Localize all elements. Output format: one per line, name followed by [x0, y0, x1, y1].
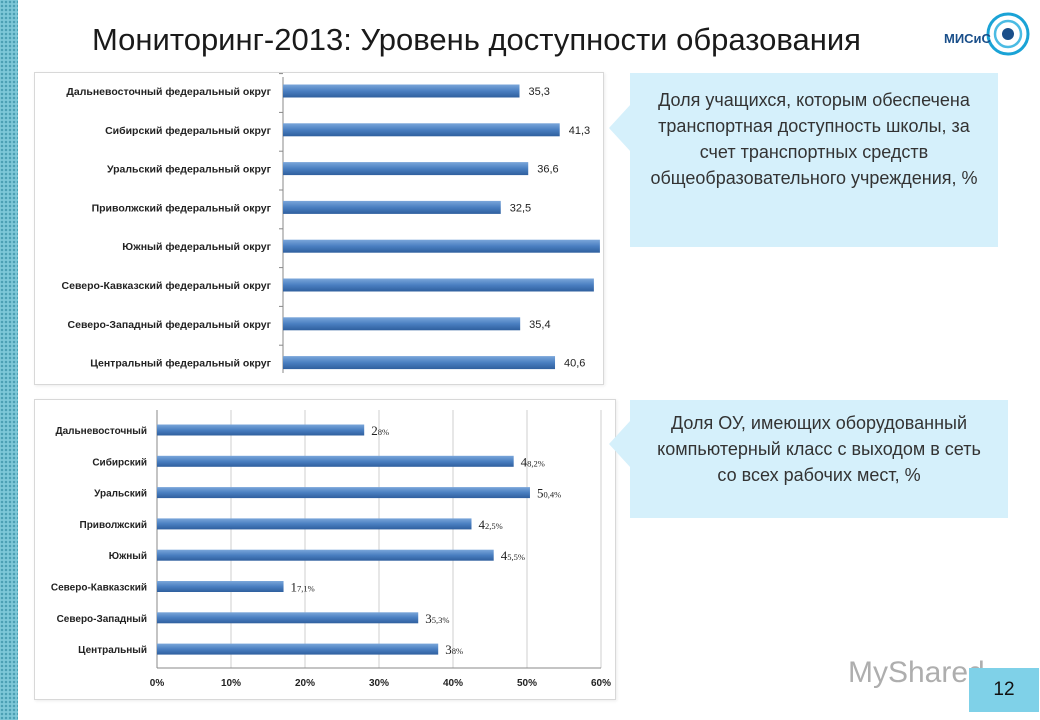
watermark: MyShared [848, 656, 985, 690]
x-tick-label: 10% [221, 678, 241, 689]
data-label-rest: 5,5% [507, 552, 525, 562]
category-label: Северо-Кавказский федеральный округ [62, 280, 272, 292]
bar [157, 518, 472, 530]
category-label: Северо-Западный [57, 614, 147, 625]
data-label: 35,4 [529, 319, 550, 331]
x-tick-label: 60% [591, 678, 611, 689]
data-label-digit: 5 [537, 486, 544, 501]
category-label: Центральный [78, 645, 147, 656]
x-tick-label: 20% [295, 678, 315, 689]
category-label: Приволжский федеральный округ [92, 202, 272, 214]
bar [157, 549, 494, 561]
x-tick-label: 0% [150, 678, 165, 689]
data-label-rest: 7,1% [297, 584, 315, 594]
category-label: Северо-Западный федеральный округ [68, 319, 272, 331]
misis-logo: МИСиС [944, 6, 1030, 62]
data-label-rest: 5,3% [432, 615, 450, 625]
data-label-digit: 4 [521, 454, 528, 469]
bar [283, 162, 529, 176]
data-label-digit: 4 [501, 548, 508, 563]
data-label-rest: 8% [378, 427, 389, 437]
watermark-text: MyShared [848, 656, 985, 689]
data-label: 17,1% [291, 580, 315, 595]
bar [157, 455, 514, 467]
data-label-digit: 2 [371, 423, 378, 438]
x-tick-label: 50% [517, 678, 537, 689]
page-number: 12 [969, 668, 1039, 712]
bar [283, 278, 594, 292]
data-label-rest: 8,2% [527, 458, 545, 468]
bar [283, 123, 560, 137]
chart-transport-svg: Дальневосточный федеральный округ 35,3 Сиб… [62, 73, 603, 373]
data-label-digit: 3 [425, 611, 432, 626]
callout-computer: Доля ОУ, имеющих оборудованный компьютер… [630, 400, 1008, 518]
category-label: Сибирский [92, 456, 147, 468]
bar [157, 424, 365, 436]
bar [283, 200, 501, 214]
data-label: 38% [445, 642, 463, 657]
bar [283, 239, 600, 253]
category-label: Дальневосточный федеральный округ [66, 86, 271, 98]
callout-transport: Доля учащихся, которым обеспечена трансп… [630, 73, 998, 247]
category-label: Южный федеральный округ [122, 241, 271, 253]
bar [157, 643, 439, 655]
category-label: Северо-Кавказский [51, 583, 147, 594]
category-label: Сибирский федеральный округ [105, 125, 272, 137]
x-tick-label: 30% [369, 678, 389, 689]
data-label: 41,3 [569, 125, 590, 137]
data-label: 50,4% [537, 486, 561, 501]
data-label-digit: 1 [291, 580, 298, 595]
logo-text: МИСиС [944, 31, 991, 46]
category-label: Дальневосточный [56, 426, 148, 437]
bar [283, 356, 556, 370]
data-label: 36,6 [537, 164, 558, 176]
chart-transport-access: Дальневосточный федеральный округ 35,3 Сиб… [34, 72, 604, 385]
bar [283, 317, 521, 331]
data-label-rest: 0,4% [543, 490, 561, 500]
chart-computer-class: 0% 10% 20% 30% 40% 50% 60% Дальневосточный 28% Си… [34, 399, 616, 700]
decorative-left-strip [0, 0, 18, 720]
chart-computer-svg: 0% 10% 20% 30% 40% 50% 60%Дальневосточный 28%Си… [51, 410, 611, 689]
bar [283, 84, 520, 98]
data-label: 28% [371, 423, 389, 438]
data-label: 48,2% [521, 454, 545, 469]
callout-pointer [609, 420, 631, 468]
data-label: 42,5% [479, 517, 503, 532]
data-label: 35,3% [425, 611, 449, 626]
bar [157, 612, 419, 624]
data-label: 35,3 [529, 86, 550, 98]
bar [157, 581, 284, 592]
callout-pointer [609, 104, 631, 152]
category-label: Центральный федеральный округ [90, 358, 271, 370]
data-label: 45,5% [501, 548, 525, 563]
data-label-rest: 2,5% [485, 521, 503, 531]
x-tick-label: 40% [443, 678, 463, 689]
data-label-digit: 3 [445, 642, 452, 657]
data-label-rest: 8% [452, 646, 463, 656]
bar [157, 487, 530, 499]
category-label: Уральский федеральный округ [107, 164, 272, 176]
data-label: 32,5 [510, 202, 531, 214]
category-label: Южный [109, 551, 147, 562]
data-label-digit: 4 [479, 517, 486, 532]
logo-rings-icon [986, 12, 1030, 56]
category-label: Уральский [94, 489, 147, 500]
slide-title: Мониторинг-2013: Уровень доступности обр… [92, 22, 861, 57]
data-label: 40,6 [564, 358, 585, 370]
category-label: Приволжский [80, 520, 148, 531]
